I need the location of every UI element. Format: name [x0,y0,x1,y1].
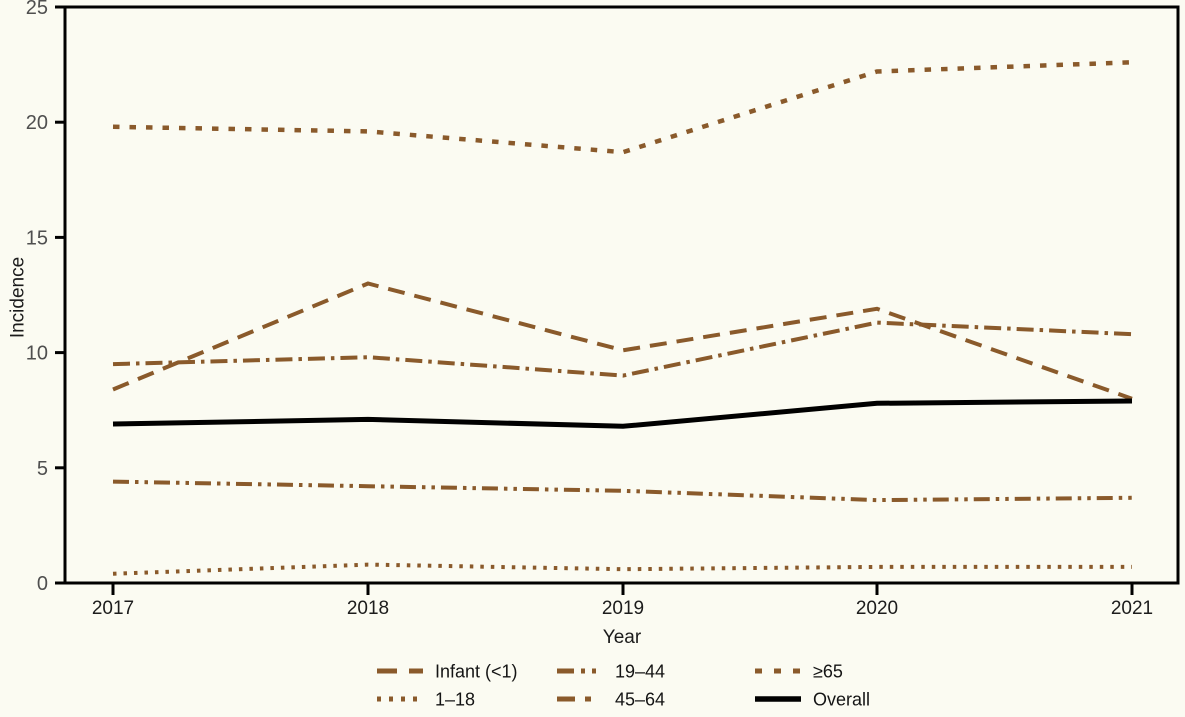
legend-label-65: ≥65 [813,662,843,682]
series-line-1-18 [112,562,1132,576]
plot-frame [63,5,1180,585]
legend-label-infant-1: Infant (<1) [435,662,518,682]
y-tick-label-15: 15 [26,227,48,249]
x-axis-title: Year [602,627,642,648]
series-line-65 [112,60,1133,155]
y-tick-label-5: 5 [37,458,48,480]
legend-label-45-64: 45–64 [615,690,665,710]
series-line-infant-1 [112,281,1133,401]
y-axis-title: Incidence [7,256,29,339]
y-tick-label-10: 10 [26,343,48,365]
x-tick-label-2018: 2018 [347,598,389,619]
y-tick-label-0: 0 [37,573,48,595]
legend-label-1-18: 1–18 [435,690,475,710]
series-line-overall [112,398,1133,429]
x-tick-label-2017: 2017 [92,598,134,619]
x-tick-label-2019: 2019 [602,598,644,619]
x-tick-label-2020: 2020 [856,598,898,619]
series-line-45-64 [112,320,1133,378]
series-line-19-44 [112,479,1133,503]
legend-label-19-44: 19–44 [615,662,665,682]
legend-label-overall: Overall [813,690,870,710]
x-tick-label-2021: 2021 [1111,598,1153,619]
y-tick-label-25: 25 [26,0,48,19]
y-tick-label-20: 20 [26,112,48,134]
